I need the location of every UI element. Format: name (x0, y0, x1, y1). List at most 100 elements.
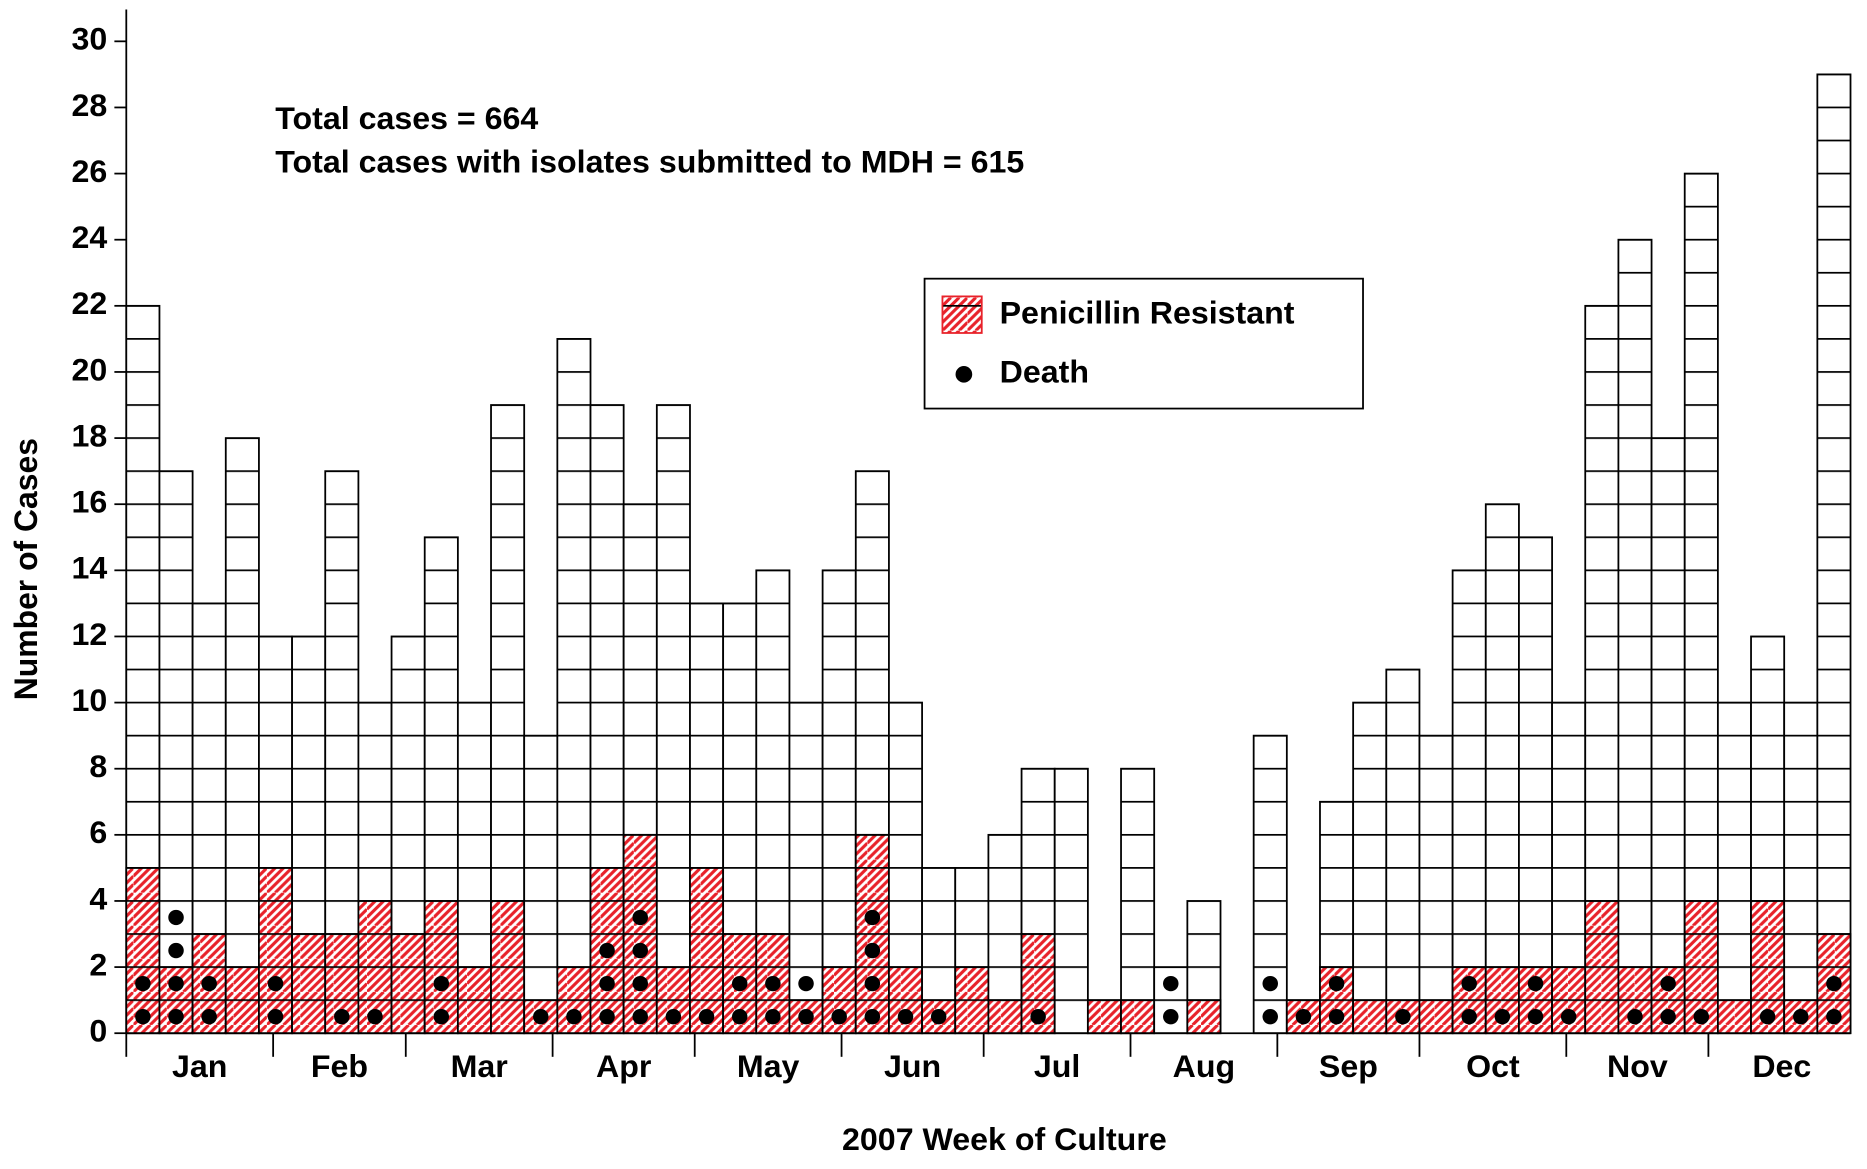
bar (1484, 503, 1520, 1035)
x-tick-label: Feb (311, 1048, 368, 1084)
x-tick-label: May (737, 1048, 800, 1084)
death-dot (1660, 1009, 1676, 1025)
legend-box (923, 277, 1364, 410)
death-dot (765, 1009, 781, 1025)
bar (655, 404, 691, 1035)
death-dot (632, 909, 648, 926)
death-dot (1395, 1009, 1411, 1025)
bar (556, 338, 592, 1035)
death-dot (731, 1009, 748, 1025)
death-dot (168, 975, 184, 992)
x-tick-label: Oct (1466, 1048, 1520, 1084)
bar (1053, 767, 1089, 1035)
resistant-bar (1186, 999, 1222, 1035)
legend-swatch (941, 295, 983, 334)
death-dot (267, 975, 284, 992)
death-dot (201, 1009, 217, 1025)
x-tick-label: Apr (596, 1048, 651, 1084)
y-tick-label: 14 (71, 550, 107, 586)
x-tick-label: Mar (451, 1048, 508, 1084)
bar (1418, 734, 1454, 1035)
death-dot (1262, 975, 1278, 992)
y-tick-label: 24 (71, 219, 107, 255)
x-tick-label: Jan (172, 1048, 227, 1084)
death-dot (135, 975, 151, 992)
bar (1352, 701, 1388, 1035)
death-dot (632, 1009, 648, 1025)
death-dot (599, 942, 615, 959)
x-tick-label: Jul (1034, 1048, 1080, 1084)
death-dot (1826, 975, 1842, 992)
death-dot (367, 1009, 383, 1025)
resistant-bar (1120, 999, 1156, 1035)
y-tick-label: 0 (89, 1013, 107, 1049)
y-tick-label: 6 (89, 814, 107, 850)
death-dot (566, 1009, 582, 1025)
x-tick-label: Jun (884, 1048, 941, 1084)
death-dot (1030, 1009, 1046, 1025)
bar (1451, 569, 1487, 1035)
bar (523, 734, 559, 1035)
death-dot (1163, 1009, 1179, 1025)
death-dot (864, 1009, 881, 1025)
resistant-bar (1584, 900, 1620, 1035)
death-dot (599, 1009, 615, 1025)
resistant-bar (1352, 999, 1388, 1035)
death-dot (433, 975, 450, 992)
resistant-bar (291, 933, 327, 1035)
x-tick-label: Sep (1319, 1048, 1378, 1084)
y-tick-label: 12 (71, 616, 107, 652)
resistant-bar (1418, 999, 1454, 1035)
death-dot (1826, 1009, 1842, 1025)
y-tick-label: 10 (71, 682, 107, 718)
resistant-bar (1086, 999, 1122, 1035)
death-dot (1295, 1009, 1312, 1025)
resistant-bar (1716, 999, 1752, 1035)
bar (1385, 668, 1421, 1035)
death-dot (168, 1009, 184, 1025)
death-dot (765, 975, 781, 992)
death-dot (1494, 1009, 1511, 1025)
y-tick-label: 8 (89, 748, 107, 784)
death-dot (798, 1009, 814, 1025)
death-dot (1163, 975, 1179, 992)
death-dot (798, 975, 814, 992)
resistant-bar (689, 867, 725, 1035)
death-dot (433, 1009, 450, 1025)
death-dot (1461, 975, 1477, 992)
death-dot (632, 942, 648, 959)
annotation: Total cases with isolates submitted to M… (275, 144, 1024, 180)
resistant-bar (258, 867, 293, 1035)
bar (821, 569, 857, 1035)
death-dot (698, 1009, 715, 1025)
legend-label: Death (1000, 354, 1089, 390)
y-tick-label: 26 (71, 153, 107, 189)
y-tick-label: 28 (71, 87, 107, 123)
death-dot (533, 1009, 549, 1025)
legend-dot (955, 366, 973, 383)
y-tick-label: 22 (71, 285, 107, 321)
resistant-bar (224, 966, 260, 1035)
death-dot (731, 975, 748, 992)
resistant-bar (854, 833, 890, 1035)
death-dot (1527, 975, 1544, 992)
death-dot (1793, 1009, 1809, 1025)
death-dot (831, 1009, 847, 1025)
death-dot (1660, 975, 1676, 992)
resistant-bar (954, 966, 990, 1035)
death-dot (1560, 1009, 1577, 1025)
death-dot (135, 1009, 151, 1025)
death-dot (334, 1009, 350, 1025)
y-tick-label: 20 (71, 352, 107, 388)
y-tick-label: 2 (89, 947, 107, 983)
death-dot (1328, 1009, 1345, 1025)
death-dot (599, 975, 615, 992)
legend-label: Penicillin Resistant (1000, 295, 1295, 331)
death-dot (267, 1009, 284, 1025)
y-tick-label: 16 (71, 484, 107, 520)
death-dot (201, 975, 217, 992)
bar (224, 437, 260, 1035)
death-dot (1461, 1009, 1477, 1025)
